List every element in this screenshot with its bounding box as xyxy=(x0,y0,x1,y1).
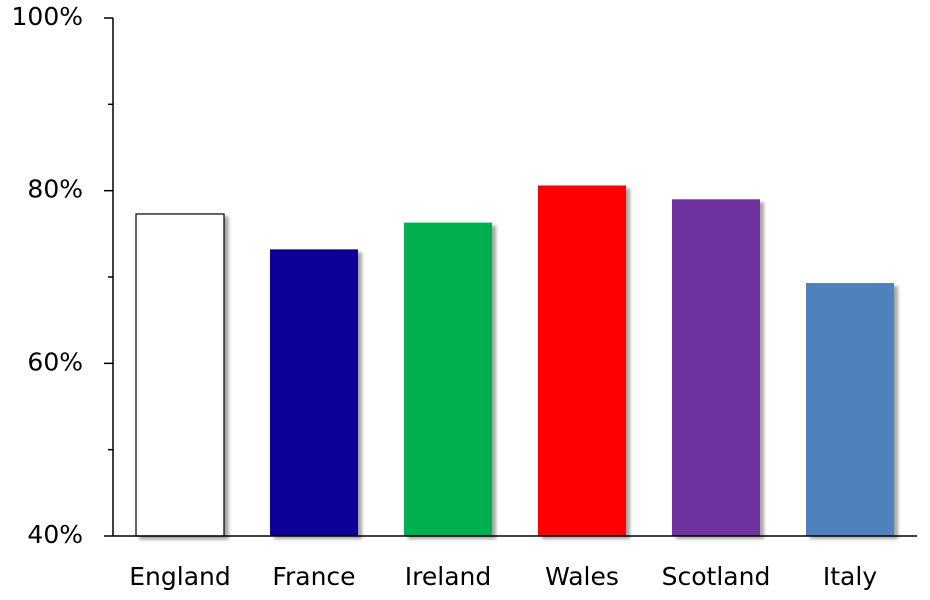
bar xyxy=(404,222,492,537)
y-tick-label: 40% xyxy=(27,520,83,549)
x-tick-label: England xyxy=(129,562,231,591)
bar xyxy=(672,199,760,537)
bar xyxy=(270,249,358,536)
bar xyxy=(538,185,626,536)
x-tick-label: Ireland xyxy=(405,562,491,591)
x-tick-label: France xyxy=(272,562,355,591)
y-tick-label: 60% xyxy=(27,347,83,376)
x-tick-label: Wales xyxy=(545,562,619,591)
y-tick-label: 100% xyxy=(12,2,83,31)
bar xyxy=(135,213,225,537)
x-tick-label: Italy xyxy=(823,562,877,591)
x-tick-label: Scotland xyxy=(662,562,771,591)
bar xyxy=(806,283,894,536)
y-tick-label: 80% xyxy=(27,175,83,204)
